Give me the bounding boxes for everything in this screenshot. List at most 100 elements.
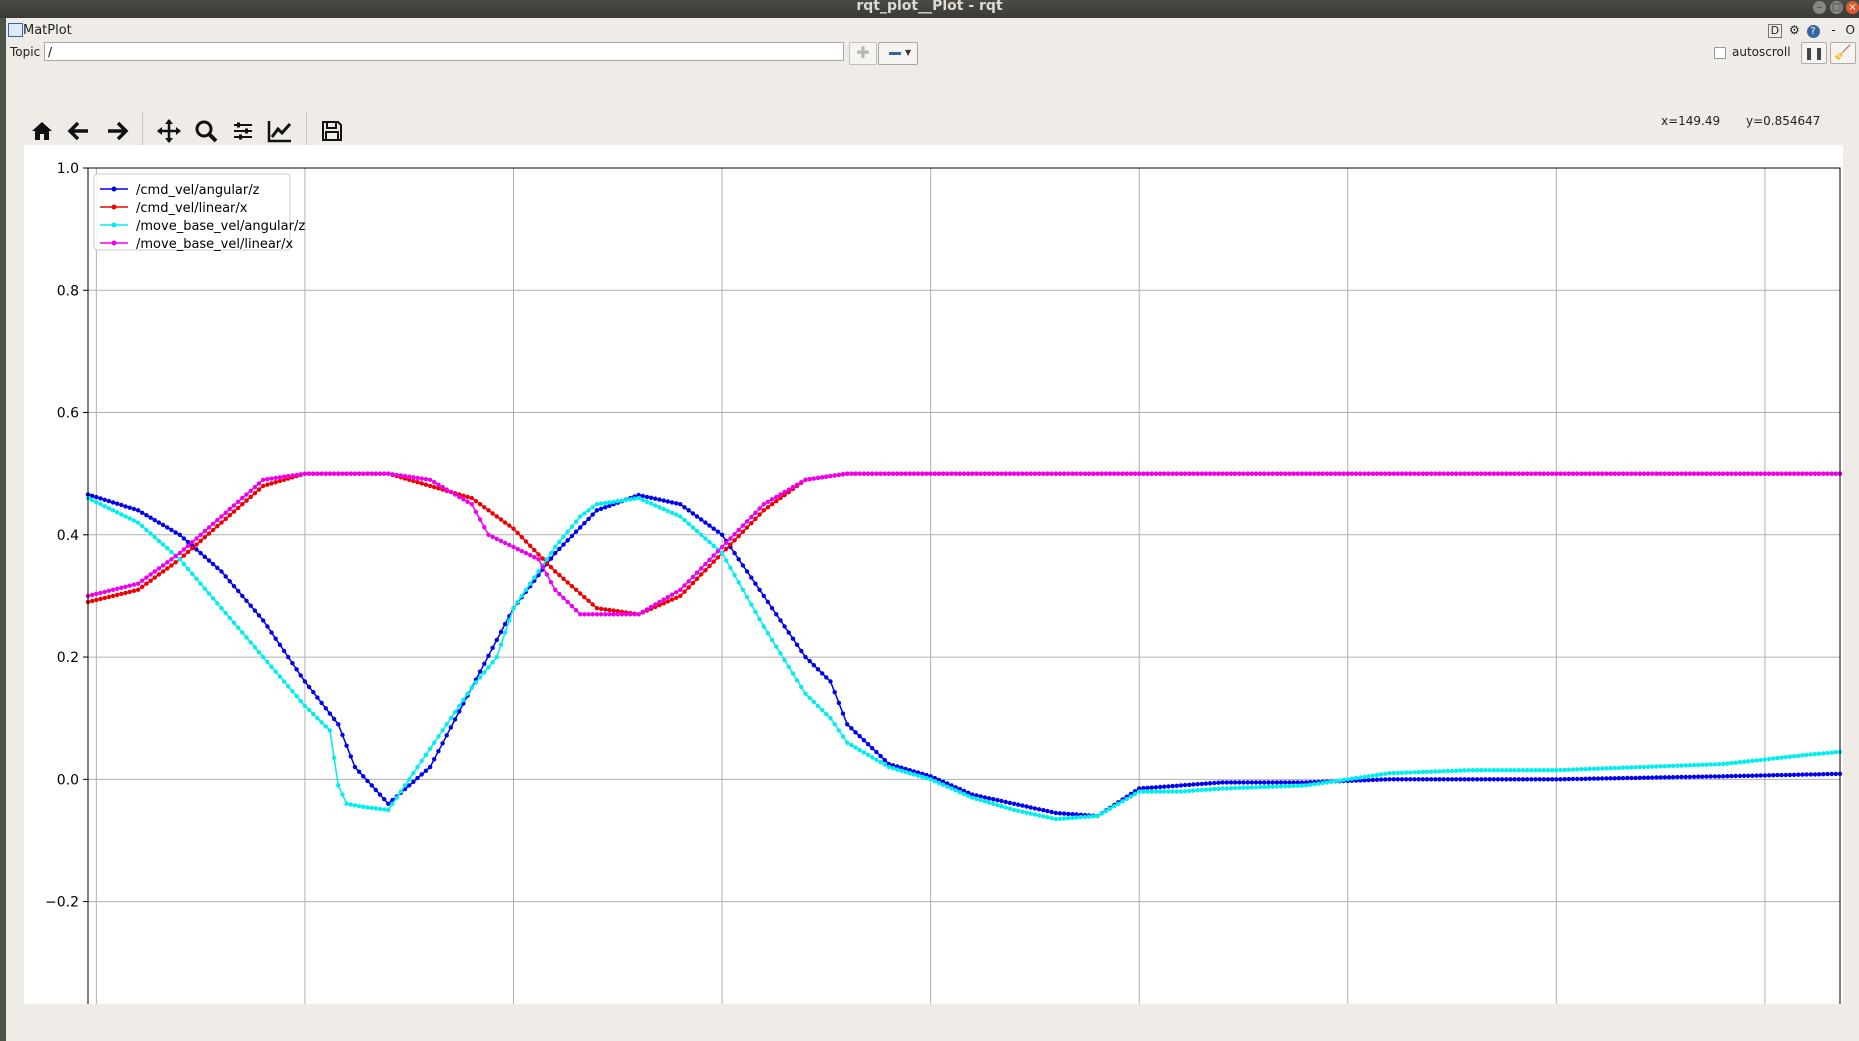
data-point [1253,780,1259,785]
data-point [490,645,495,651]
data-point [1812,772,1818,777]
zoom-icon[interactable] [191,116,221,146]
data-point [1053,471,1059,476]
minimize-window-icon[interactable]: – [1813,1,1826,14]
data-point [306,684,312,690]
data-point [135,508,141,513]
data-point [861,738,867,743]
data-point [502,520,508,525]
data-point [1424,471,1430,476]
legend-marker [111,186,117,192]
maximize-window-icon[interactable]: □ [1830,1,1843,14]
data-point [1604,766,1609,771]
line-chart[interactable]: 142.5145.0147.5150.0152.5155.0157.5160.0… [24,145,1843,1004]
home-icon[interactable] [27,116,57,146]
data-point [1466,471,1471,476]
data-point [761,502,766,507]
data-point [736,580,741,585]
data-point [1666,763,1672,769]
remove-topic-button[interactable]: ▼ [878,42,918,65]
dock-d-button[interactable]: D [1767,24,1783,38]
data-point [1316,471,1321,476]
data-point [1529,777,1534,782]
dock-close-button[interactable]: O [1845,23,1855,37]
data-point [1721,471,1726,476]
y-tick-label: 0.8 [57,283,79,299]
data-point [619,498,625,503]
data-point [769,497,775,502]
data-point [115,510,120,515]
data-point [803,477,808,482]
pause-button[interactable]: ❚❚ [1801,42,1827,64]
data-point [1566,767,1572,772]
data-point [899,471,904,476]
back-arrow-icon[interactable] [64,116,94,146]
data-point [1612,776,1617,781]
data-point [1708,762,1713,767]
gear-icon[interactable]: ⚙ [1788,23,1800,37]
data-point [1258,784,1263,790]
data-point [573,519,579,524]
clear-button[interactable]: 🧹 [1830,42,1856,64]
data-point [502,540,508,546]
data-point [1007,471,1013,476]
data-point [1345,777,1351,782]
data-point [703,536,708,541]
data-point [528,553,533,558]
help-icon[interactable]: ? [1806,25,1820,38]
subplots-icon[interactable] [228,116,258,146]
data-point [327,711,333,716]
topic-input[interactable] [44,42,844,61]
data-point [1395,777,1401,782]
data-point [728,542,733,547]
edit-curves-icon[interactable] [265,116,295,146]
data-point [1683,774,1688,780]
data-point [1675,774,1680,780]
window-titlebar[interactable]: rqt_plot__Plot - rqt – □ × [0,0,1859,18]
data-point [1312,471,1317,476]
data-point [1516,768,1522,773]
autoscroll-checkbox[interactable] [1714,47,1726,59]
pan-icon[interactable] [154,116,184,146]
data-point [223,510,228,515]
data-point [1057,816,1063,821]
data-point [123,584,128,589]
data-point [377,806,383,812]
data-point [356,471,362,476]
data-point [1783,772,1789,778]
data-point [1583,766,1588,772]
data-point [386,807,391,813]
data-point [690,511,696,516]
data-point [536,552,541,557]
data-point [444,487,449,492]
data-point [1007,800,1013,806]
data-point [603,607,608,612]
data-point [340,792,345,797]
data-point [1737,471,1743,476]
data-point [1349,776,1355,781]
plot-canvas[interactable]: 142.5145.0147.5150.0152.5155.0157.5160.0… [24,145,1843,1004]
dock-minimize-button[interactable]: - [1831,23,1836,37]
data-point [774,644,779,649]
forward-arrow-icon[interactable] [102,116,132,146]
data-point [1808,772,1814,777]
data-point [1157,471,1163,476]
data-point [607,612,612,617]
data-point [961,471,967,476]
add-topic-button[interactable]: ✚ [849,42,877,65]
data-point [1404,770,1409,775]
save-icon[interactable] [317,116,347,146]
data-point [160,569,166,574]
data-point [1299,783,1305,788]
data-point [1725,761,1730,766]
data-point [1499,768,1505,773]
data-point [966,471,971,476]
close-window-icon[interactable]: × [1846,1,1859,14]
data-point [1253,785,1259,790]
toolbar-separator [306,112,307,148]
data-point [511,526,516,531]
data-point [540,556,545,561]
data-point [978,794,983,799]
data-point [1370,471,1376,476]
data-point [1712,762,1718,767]
